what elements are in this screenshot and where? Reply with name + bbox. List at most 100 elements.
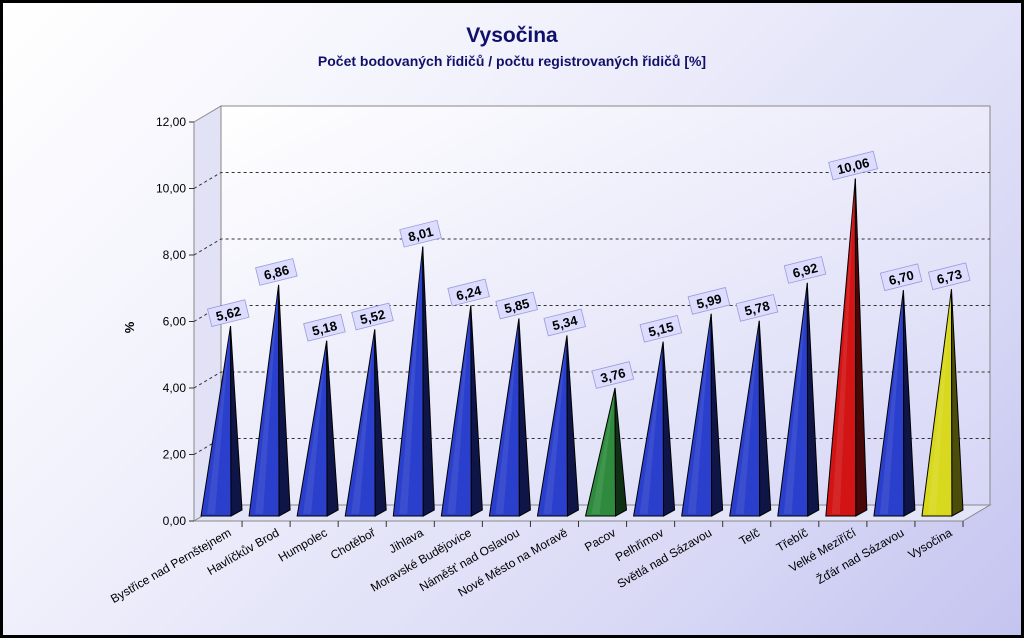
bar: 5,34 xyxy=(536,308,587,517)
bar: 5,85 xyxy=(488,291,538,517)
data-label: 5,99 xyxy=(687,286,731,315)
bar: 5,99 xyxy=(681,286,731,517)
data-label-box xyxy=(206,299,250,328)
data-label: 8,01 xyxy=(399,219,442,248)
bar: 6,92 xyxy=(777,256,827,517)
data-label-text: 6,92 xyxy=(791,260,819,281)
y-tick-label: 4,00 xyxy=(163,381,187,395)
bar-highlight xyxy=(591,393,615,514)
bar-side-face xyxy=(806,282,820,517)
data-label-text: 5,15 xyxy=(647,319,675,340)
bar-highlight xyxy=(639,347,663,514)
bar: 3,76 xyxy=(584,361,635,517)
data-label-text: 5,52 xyxy=(359,307,387,328)
data-label: 6,70 xyxy=(879,263,923,292)
gridline xyxy=(193,238,990,256)
data-label-text: 5,85 xyxy=(503,296,531,317)
data-label-box xyxy=(255,258,298,286)
bar-highlight xyxy=(303,346,326,514)
data-label-box xyxy=(591,361,635,389)
bar: 5,62 xyxy=(200,299,250,517)
chart-title: Vysočina xyxy=(466,24,558,47)
data-label-box xyxy=(828,150,879,181)
x-tick-label: Humpolec xyxy=(276,525,330,564)
bar-side-face xyxy=(518,318,531,517)
data-label-text: 5,99 xyxy=(695,291,723,312)
bar-side-face xyxy=(662,341,676,517)
bar-highlight xyxy=(399,252,422,515)
data-label-box xyxy=(639,314,683,343)
data-label-text: 6,86 xyxy=(262,262,290,283)
y-tick-label: 8,00 xyxy=(163,248,187,262)
bar-side-face xyxy=(710,313,724,517)
bar-highlight xyxy=(255,290,278,514)
y-tick-label: 10,00 xyxy=(156,182,186,196)
bar-side-face xyxy=(326,340,339,517)
data-label-text: 5,18 xyxy=(310,318,338,339)
bar: 5,15 xyxy=(633,314,683,517)
data-label-box xyxy=(687,286,731,315)
data-label-box xyxy=(303,313,346,342)
bar-side-face xyxy=(278,284,291,517)
y-tick-label: 6,00 xyxy=(163,315,187,329)
data-label: 6,73 xyxy=(927,262,971,291)
bar-side-face xyxy=(950,289,964,517)
bar-highlight xyxy=(783,288,807,514)
data-label-box xyxy=(543,308,587,337)
x-tick-label: Vysočina xyxy=(906,525,955,561)
bar-highlight xyxy=(879,296,903,514)
bar-highlight xyxy=(927,295,951,514)
data-label-text: 6,73 xyxy=(935,266,963,287)
data-label-text: 8,01 xyxy=(407,224,435,245)
data-label: 6,92 xyxy=(783,256,827,284)
data-label: 5,85 xyxy=(495,291,538,320)
bar: 6,70 xyxy=(873,263,923,517)
data-label: 5,78 xyxy=(735,293,779,322)
bar-highlight xyxy=(447,311,470,514)
data-label-box xyxy=(495,291,538,320)
data-label: 5,52 xyxy=(351,302,394,331)
x-tick-label: Chotěboř xyxy=(328,525,379,562)
data-label-box xyxy=(927,262,971,291)
bar-side-face xyxy=(758,320,772,517)
y-tick-label: 0,00 xyxy=(163,514,187,528)
bar-highlight xyxy=(351,335,374,514)
bar-side-face xyxy=(902,290,916,517)
data-label: 5,62 xyxy=(206,299,250,328)
data-label-text: 3,76 xyxy=(599,365,627,386)
data-label-text: 6,70 xyxy=(887,267,915,288)
x-tick-label: Pacov xyxy=(582,525,618,554)
data-label: 6,86 xyxy=(255,258,298,286)
data-label-box xyxy=(351,302,394,331)
data-label: 5,18 xyxy=(303,313,346,342)
bar-highlight xyxy=(543,341,566,514)
bar-side-face xyxy=(470,305,483,517)
data-label-box xyxy=(879,263,923,292)
x-tick-label: Třebíč xyxy=(774,525,810,554)
bar-highlight xyxy=(687,319,711,514)
chart-frame: Vysočina Počet bodovaných řidičů / počtu… xyxy=(3,3,1021,635)
y-axis-label: % xyxy=(122,321,137,333)
data-label-text: 5,62 xyxy=(214,303,242,324)
data-label-text: 6,24 xyxy=(455,283,484,304)
y-tick-label: 2,00 xyxy=(163,448,187,462)
data-label-box xyxy=(447,278,490,307)
bar: 10,06 xyxy=(825,150,879,517)
x-tick-label: Telč xyxy=(737,525,762,548)
bar-side-face xyxy=(422,246,435,517)
chart-subtitle: Počet bodovaných řidičů / počtu registro… xyxy=(317,53,707,69)
data-label-box xyxy=(399,219,442,248)
data-label: 6,24 xyxy=(447,278,490,307)
data-label-box xyxy=(783,256,827,284)
gridline xyxy=(193,371,990,389)
bar-side-face xyxy=(230,326,243,517)
bar: 6,24 xyxy=(440,278,490,517)
data-label: 5,34 xyxy=(543,308,587,337)
bar-side-face xyxy=(854,178,868,517)
bar-highlight xyxy=(735,326,759,514)
bar: 8,01 xyxy=(392,219,442,517)
bar-side-face xyxy=(374,329,387,517)
gridline xyxy=(193,172,990,189)
bar: 6,73 xyxy=(921,262,971,517)
bar-highlight xyxy=(207,332,230,514)
